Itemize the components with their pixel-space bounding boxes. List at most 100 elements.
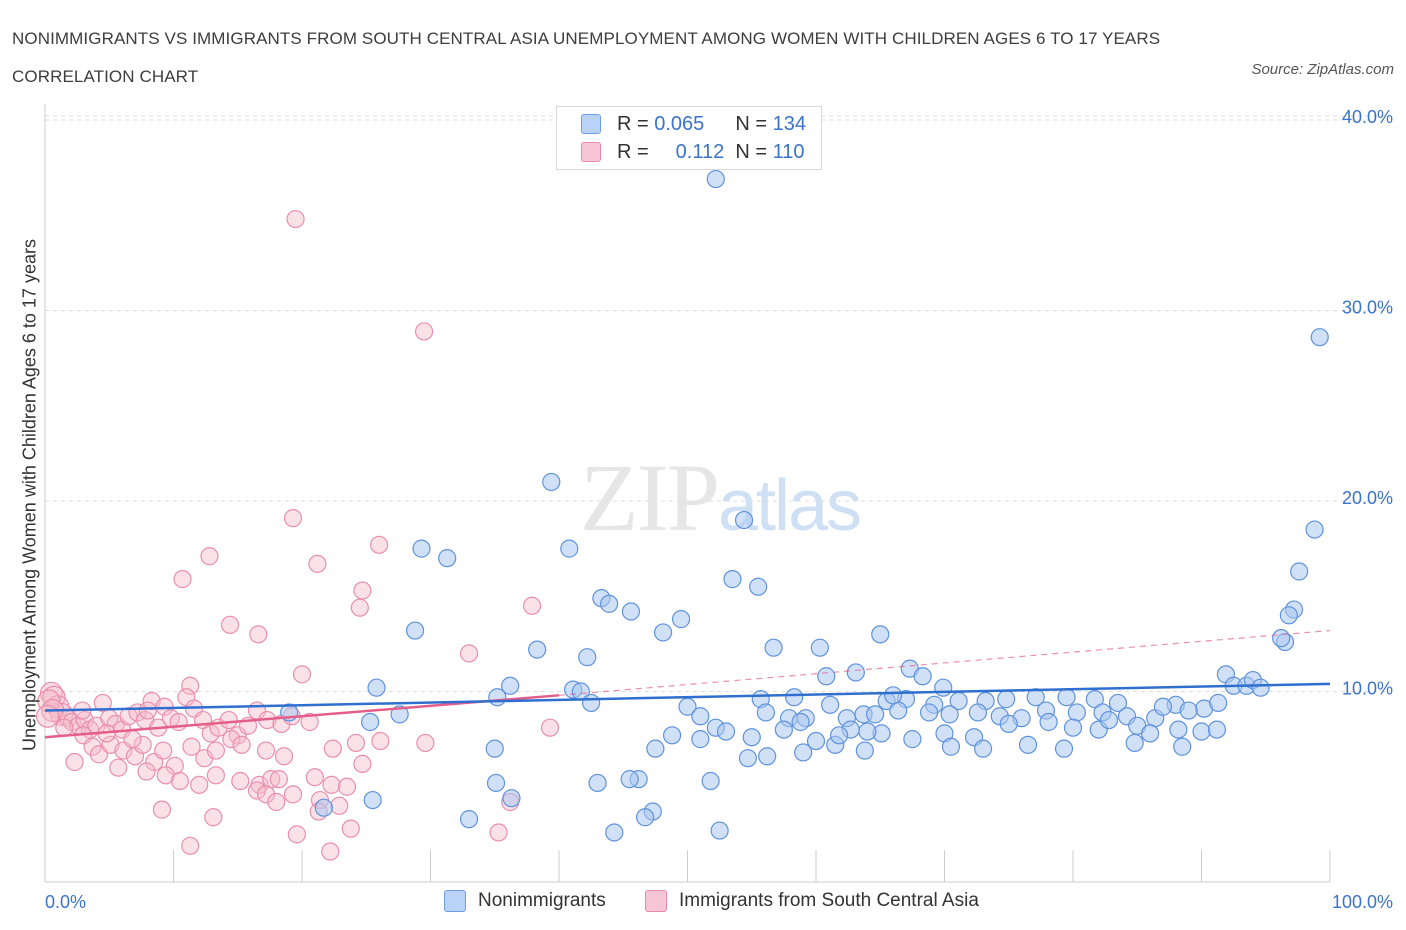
grid-lines [45, 115, 1390, 692]
data-point-immigrants [247, 781, 267, 800]
data-point-nonimmigrants [919, 703, 939, 722]
data-point-nonimmigrants [1140, 724, 1160, 743]
data-point-immigrants [286, 209, 305, 229]
data-point-nonimmigrants [1179, 701, 1198, 720]
data-point-nonimmigrants [620, 770, 639, 789]
data-point-nonimmigrants [1039, 712, 1058, 732]
data-point-immigrants [220, 615, 240, 634]
data-point-immigrants [371, 731, 390, 751]
data-point-immigrants [522, 596, 542, 615]
y-tick-label: 40.0% [1342, 107, 1393, 127]
legend-swatch-blue [581, 114, 601, 134]
data-point-nonimmigrants [940, 705, 959, 724]
data-point-nonimmigrants [501, 676, 520, 695]
data-point-immigrants [93, 693, 112, 713]
data-point-nonimmigrants [1173, 737, 1192, 756]
data-point-nonimmigrants [363, 790, 382, 810]
data-point-immigrants [300, 712, 319, 732]
data-point-nonimmigrants [621, 602, 641, 621]
data-point-immigrants [540, 718, 560, 737]
data-point-nonimmigrants [855, 741, 874, 760]
data-point-nonimmigrants [830, 726, 849, 745]
data-point-nonimmigrants [1125, 733, 1144, 753]
data-point-nonimmigrants [710, 821, 729, 840]
data-point-nonimmigrants [749, 577, 768, 596]
bottom-legend-label: Nonimmigrants [478, 890, 606, 911]
data-point-nonimmigrants [1153, 697, 1173, 716]
legend-r-value: 0.065 [654, 112, 705, 135]
bottom-legend: Nonimmigrants Immigrants from South Cent… [0, 890, 1406, 914]
data-point-nonimmigrants [997, 690, 1016, 709]
x-tick-label: 100.0% [1332, 892, 1393, 912]
data-point-nonimmigrants [1272, 629, 1291, 648]
data-point-nonimmigrants [810, 638, 829, 657]
data-point-immigrants [308, 554, 327, 573]
data-point-immigrants [353, 754, 372, 773]
data-point-immigrants [323, 739, 342, 758]
trend-line-immigrants-extended [558, 629, 1331, 696]
data-point-nonimmigrants [1085, 690, 1104, 709]
data-point-nonimmigrants [653, 623, 673, 642]
data-point-nonimmigrants [889, 701, 908, 720]
data-point-immigrants [231, 771, 250, 791]
legend-box: R = 0.065 N = 134 R = 0.112 N = 110 [556, 106, 822, 170]
data-point-nonimmigrants [635, 808, 655, 827]
data-point-immigrants [55, 718, 74, 737]
data-point-nonimmigrants [1251, 678, 1270, 697]
data-point-nonimmigrants [502, 789, 521, 808]
data-point-immigrants [353, 581, 372, 600]
data-point-nonimmigrants [1209, 693, 1228, 713]
data-point-immigrants [181, 836, 200, 855]
data-point-nonimmigrants [405, 621, 425, 640]
data-point-immigrants [200, 547, 219, 566]
data-point-immigrants [154, 741, 173, 760]
data-point-nonimmigrants [706, 169, 725, 189]
y-axis-label: Unemployment Among Women with Children A… [19, 239, 40, 751]
tick-labels: 10.0% 20.0% 30.0% 40.0% 0.0% 100.0% [45, 107, 1393, 912]
data-point-nonimmigrants [542, 472, 561, 492]
y-tick-label: 10.0% [1342, 679, 1393, 699]
data-point-nonimmigrants [903, 730, 922, 749]
data-point-immigrants [274, 747, 294, 766]
data-point-nonimmigrants [1192, 722, 1211, 741]
data-point-immigrants [330, 796, 349, 815]
data-point-nonimmigrants [485, 739, 504, 758]
data-point-immigrants [65, 752, 84, 772]
data-point-nonimmigrants [756, 703, 775, 722]
data-point-nonimmigrants [528, 640, 547, 659]
data-point-nonimmigrants [488, 688, 507, 707]
data-point-immigrants [459, 644, 479, 663]
data-point-nonimmigrants [1310, 328, 1329, 347]
data-point-nonimmigrants [758, 747, 777, 766]
data-point-nonimmigrants [588, 773, 607, 793]
data-point-immigrants [416, 733, 435, 753]
data-point-immigrants [350, 598, 369, 617]
legend-n-label: N = [735, 140, 768, 163]
data-point-nonimmigrants [412, 539, 431, 558]
bottom-legend-nonimmigrants: Nonimmigrants [444, 890, 606, 912]
data-point-immigrants [206, 766, 226, 785]
legend-n-value: 110 [772, 140, 805, 163]
data-point-immigrants [370, 535, 389, 554]
data-point-nonimmigrants [1026, 688, 1045, 707]
data-point-nonimmigrants [738, 749, 757, 768]
data-point-immigrants [287, 825, 306, 844]
data-point-nonimmigrants [1108, 693, 1128, 713]
data-point-nonimmigrants [973, 739, 993, 758]
data-point-immigrants [138, 701, 157, 720]
data-point-immigrants [190, 775, 209, 794]
data-point-nonimmigrants [774, 720, 793, 739]
data-point-nonimmigrants [1054, 739, 1074, 758]
data-point-immigrants [170, 771, 190, 791]
data-point-nonimmigrants [794, 743, 813, 762]
data-point-nonimmigrants [1067, 703, 1086, 722]
data-point-nonimmigrants [605, 823, 624, 842]
data-point-nonimmigrants [367, 678, 386, 697]
data-point-nonimmigrants [846, 663, 865, 682]
data-point-nonimmigrants [999, 714, 1018, 733]
data-point-immigrants [305, 768, 324, 787]
bottom-legend-label: Immigrants from South Central Asia [679, 890, 979, 911]
data-point-nonimmigrants [871, 625, 890, 644]
y-tick-label: 30.0% [1342, 298, 1393, 318]
